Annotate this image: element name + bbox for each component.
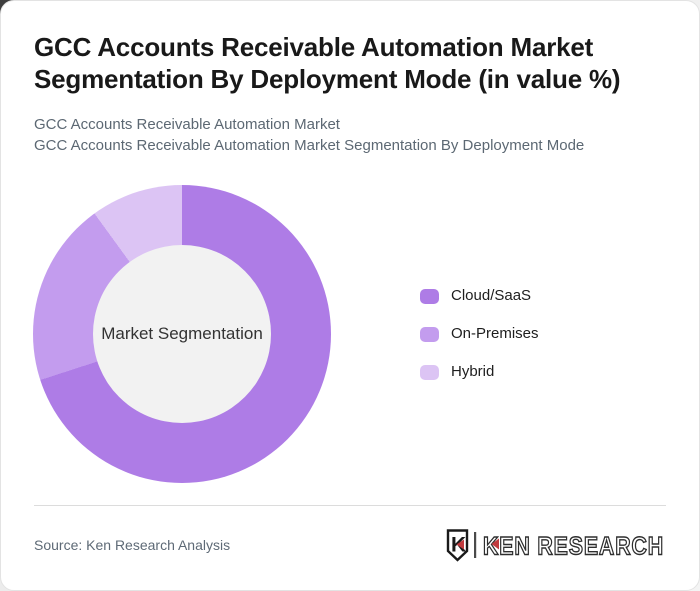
- legend-item-hybrid[interactable]: Hybrid: [420, 363, 539, 381]
- logo-shield-icon: K: [446, 529, 469, 562]
- footer: Source: Ken Research Analysis K KEN RESE…: [34, 523, 668, 567]
- legend-label-on-premises: On-Premises: [451, 325, 539, 342]
- donut-center-label: Market Segmentation: [101, 324, 263, 343]
- logo-red-arrow-icon: [491, 538, 499, 550]
- chart-subtitle-line2: GCC Accounts Receivable Automation Marke…: [34, 137, 585, 154]
- chart-subtitle-line1: GCC Accounts Receivable Automation Marke…: [34, 116, 340, 133]
- legend-swatch-cloud-saas: [420, 288, 439, 304]
- chart-title-line2: Segmentation By Deployment Mode (in valu…: [34, 64, 621, 94]
- legend-swatch-on-premises: [420, 326, 439, 342]
- footer-divider: [34, 505, 666, 506]
- ken-research-logo: K KEN RESEARCH: [446, 529, 664, 562]
- legend-label-cloud-saas: Cloud/SaaS: [451, 287, 532, 304]
- logo-brand-text: KEN RESEARCH: [483, 533, 664, 561]
- chart-title: GCC Accounts Receivable Automation Marke…: [34, 31, 669, 95]
- legend-item-cloud-saas[interactable]: Cloud/SaaS: [420, 287, 539, 305]
- source-text: Source: Ken Research Analysis: [34, 537, 231, 553]
- logo-separator: [474, 532, 477, 558]
- legend-swatch-hybrid: [420, 364, 439, 380]
- donut-hole: Market Segmentation: [93, 245, 271, 423]
- legend-label-hybrid: Hybrid: [451, 363, 495, 380]
- chart-subtitle: GCC Accounts Receivable Automation Marke…: [34, 114, 669, 156]
- chart-legend: Cloud/SaaS On-Premises Hybrid: [420, 287, 539, 381]
- chart-title-line1: GCC Accounts Receivable Automation Marke…: [34, 32, 594, 62]
- legend-item-on-premises[interactable]: On-Premises: [420, 325, 539, 343]
- donut-ring: Market Segmentation: [33, 185, 331, 483]
